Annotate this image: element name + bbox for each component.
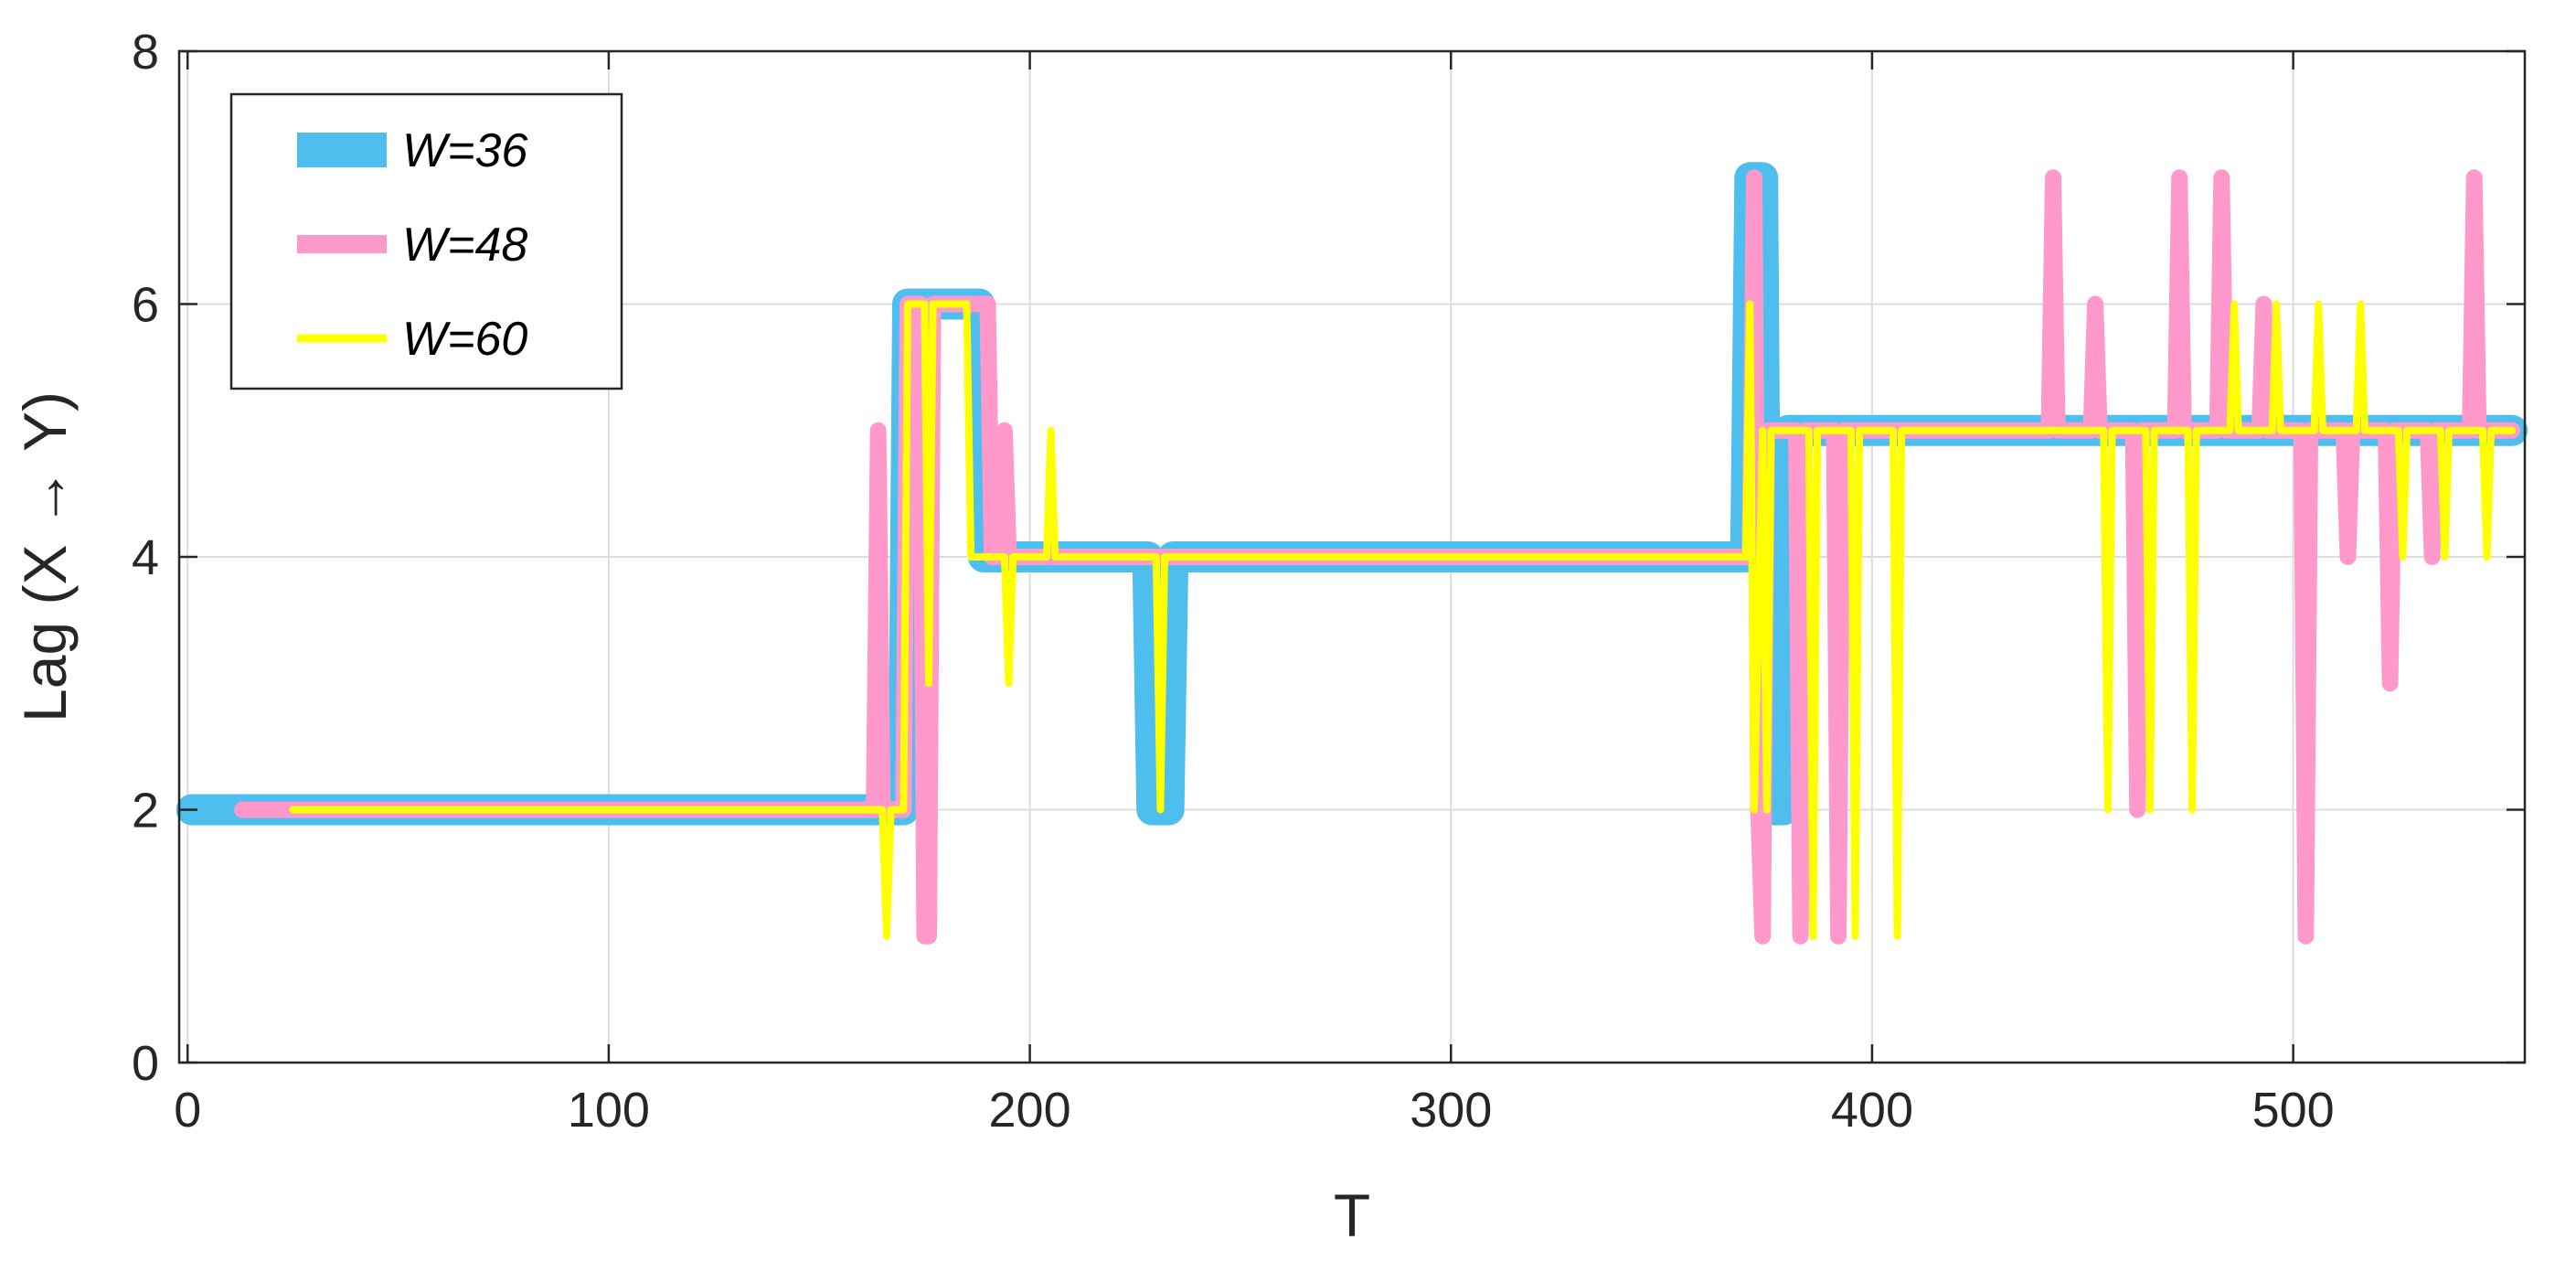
x-axis-title: T — [1334, 1181, 1370, 1249]
series-line-w3 — [289, 300, 2517, 940]
x-tick-label: 400 — [1831, 1083, 1913, 1138]
legend-label: W=60 — [402, 313, 527, 366]
legend: W=36 W=48 W=60 — [229, 92, 623, 390]
x-tick-label: 500 — [2252, 1083, 2335, 1138]
x-tick-label: 100 — [568, 1083, 650, 1138]
axis-ticks: 0 100 200 300 400 500 0 2 4 6 8 — [132, 25, 2525, 1138]
legend-label: W=36 — [402, 124, 527, 177]
x-tick-label: 200 — [989, 1083, 1071, 1138]
series-layer — [176, 162, 2528, 945]
y-tick-label: 2 — [132, 784, 159, 839]
x-tick-label: 300 — [1410, 1083, 1492, 1138]
y-tick-label: 8 — [132, 25, 159, 80]
y-tick-label: 0 — [132, 1036, 159, 1091]
legend-label: W=48 — [402, 219, 527, 272]
x-tick-label: 0 — [174, 1083, 201, 1138]
y-tick-label: 6 — [132, 278, 159, 333]
legend-box — [229, 92, 623, 390]
y-tick-label: 4 — [132, 530, 159, 585]
y-axis-title: Lag (X → Y) — [11, 391, 79, 722]
